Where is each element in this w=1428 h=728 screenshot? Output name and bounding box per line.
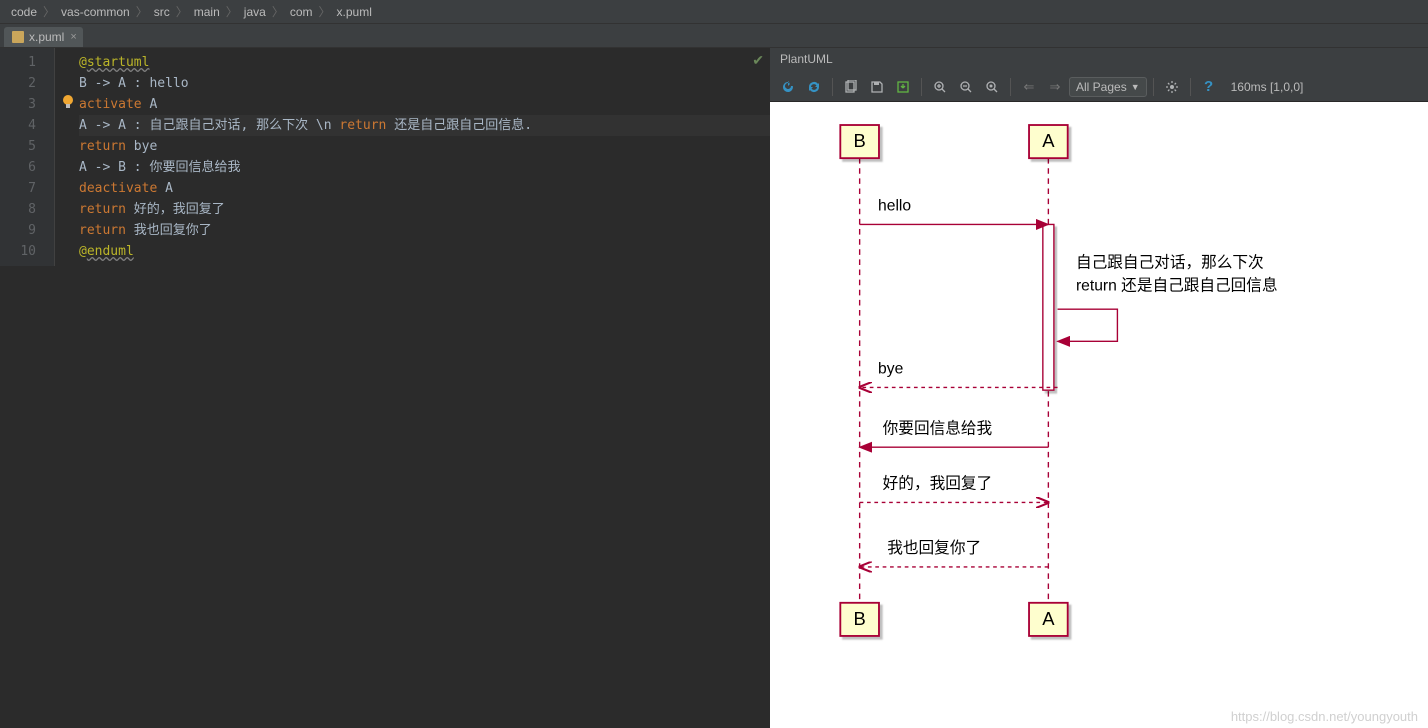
refresh-icon[interactable] — [776, 75, 800, 99]
settings-icon[interactable] — [1160, 75, 1184, 99]
svg-text:B: B — [854, 130, 866, 151]
next-page-icon[interactable]: ⇒ — [1043, 75, 1067, 99]
breadcrumb-item[interactable]: com — [290, 5, 313, 19]
svg-text:B: B — [854, 608, 866, 629]
svg-text:自己跟自己对话，那么下次: 自己跟自己对话，那么下次 — [1076, 254, 1264, 272]
watermark: https://blog.csdn.net/youngyouth — [1231, 709, 1418, 724]
file-icon — [12, 31, 24, 43]
breadcrumb-item[interactable]: main — [194, 5, 220, 19]
breadcrumb-item[interactable]: java — [244, 5, 266, 19]
tab-label: x.puml — [29, 30, 64, 44]
timing-label: 160ms [1,0,0] — [1231, 80, 1304, 94]
preview-toolbar: ⇐ ⇒ All Pages▼ ? 160ms [1,0,0] — [770, 72, 1428, 102]
breadcrumb-item[interactable]: vas-common — [61, 5, 130, 19]
preview-pane: PlantUML ⇐ ⇒ All Pages▼ ? 160ms [1,0,0] … — [770, 48, 1428, 728]
export-icon[interactable] — [891, 75, 915, 99]
auto-refresh-icon[interactable] — [802, 75, 826, 99]
svg-text:我也回复你了: 我也回复你了 — [887, 539, 981, 557]
zoom-in-icon[interactable] — [928, 75, 952, 99]
zoom-fit-icon[interactable] — [980, 75, 1004, 99]
breadcrumb-item[interactable]: src — [154, 5, 170, 19]
preview-title: PlantUML — [770, 48, 1428, 72]
copy-icon[interactable] — [839, 75, 863, 99]
tab-x-puml[interactable]: x.puml × — [4, 27, 83, 47]
help-icon[interactable]: ? — [1197, 75, 1221, 99]
breadcrumb: code〉vas-common〉src〉main〉java〉com〉x.puml — [0, 0, 1428, 24]
pages-dropdown[interactable]: All Pages▼ — [1069, 77, 1147, 97]
svg-text:bye: bye — [878, 361, 903, 378]
inspection-ok-icon[interactable]: ✔ — [752, 52, 764, 69]
zoom-out-icon[interactable] — [954, 75, 978, 99]
gutter: 12345678910 — [0, 48, 55, 266]
svg-text:好的，我回复了: 好的，我回复了 — [883, 475, 993, 493]
svg-text:hello: hello — [878, 198, 911, 215]
svg-text:A: A — [1042, 608, 1055, 629]
intention-bulb-icon[interactable] — [60, 94, 76, 110]
svg-text:你要回信息给我: 你要回信息给我 — [883, 419, 993, 437]
prev-page-icon[interactable]: ⇐ — [1017, 75, 1041, 99]
save-icon[interactable] — [865, 75, 889, 99]
code-area[interactable]: @startumlB -> A : helloactivate AA -> A … — [55, 48, 770, 266]
breadcrumb-item[interactable]: x.puml — [337, 5, 372, 19]
editor-tabs: x.puml × — [0, 24, 1428, 48]
svg-text:return 还是自己跟自己回信息: return 还是自己跟自己回信息 — [1076, 277, 1278, 295]
editor-pane: 12345678910 @startumlB -> A : helloactiv… — [0, 48, 770, 728]
breadcrumb-item[interactable]: code — [11, 5, 37, 19]
svg-text:A: A — [1042, 130, 1055, 151]
close-icon[interactable]: × — [70, 31, 76, 43]
diagram-canvas: B B A A 自己跟自己对话，那么下次 return 还是自己跟自己回信息 hello by… — [770, 102, 1428, 728]
